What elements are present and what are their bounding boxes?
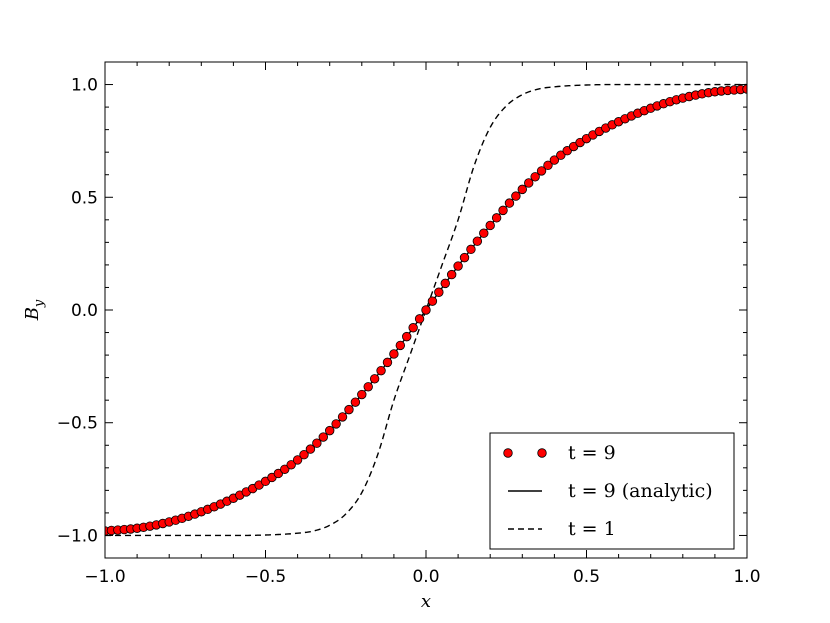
series-t9-marker bbox=[344, 404, 354, 415]
series-t9-marker bbox=[305, 444, 316, 454]
axes: −1.0 −0.5 0.0 0.5 1.0 −1.0 −0.5 0.0 0.5 1.0 bbox=[57, 61, 761, 587]
x-tick-label: −0.5 bbox=[245, 567, 286, 587]
series-t9-marker bbox=[286, 460, 296, 470]
series-t9-marker bbox=[337, 412, 348, 422]
series-t9-marker bbox=[453, 261, 463, 271]
series-t9-marker bbox=[549, 155, 560, 165]
legend-marker-t9 bbox=[503, 448, 513, 458]
series-t9-marker bbox=[421, 305, 431, 315]
series-t9-marker bbox=[498, 205, 508, 216]
series-t9-marker bbox=[466, 244, 476, 255]
series-t9-marker bbox=[446, 269, 457, 280]
series-t9-marker bbox=[530, 172, 540, 182]
series-t9-marker bbox=[536, 166, 547, 176]
series-t9-marker bbox=[434, 287, 444, 297]
legend-label: t = 9 bbox=[568, 442, 616, 464]
legend: t = 9 t = 9 (analytic) t = 1 bbox=[489, 432, 735, 550]
y-tick-label: 1.0 bbox=[71, 76, 98, 96]
x-tick-label: 1.0 bbox=[733, 567, 760, 587]
plot-area bbox=[105, 83, 747, 537]
series-t9-marker bbox=[325, 425, 335, 436]
series-t9-marker bbox=[395, 340, 406, 351]
series-t9-marker bbox=[363, 382, 373, 392]
series-t9-marker bbox=[357, 389, 367, 400]
x-tick-label: 0.5 bbox=[573, 567, 600, 587]
legend-label: t = 1 bbox=[568, 518, 616, 540]
series-t9-marker bbox=[318, 432, 328, 442]
series-t9-marker bbox=[556, 150, 566, 160]
series-t9-marker bbox=[414, 314, 425, 324]
series-t9-marker bbox=[273, 468, 284, 479]
y-tick-label: 0.0 bbox=[71, 301, 98, 321]
y-tick-label: 0.5 bbox=[71, 188, 98, 208]
series-t9-marker bbox=[511, 191, 521, 201]
series-t9-marker bbox=[331, 419, 341, 429]
x-tick-label: −1.0 bbox=[84, 567, 125, 587]
series-t9-marker bbox=[369, 374, 380, 384]
series-t1-dashed-line bbox=[105, 83, 747, 537]
y-tick-label: −0.5 bbox=[57, 414, 98, 434]
legend-marker-t9 bbox=[537, 448, 547, 458]
series-t9-marker bbox=[472, 236, 483, 246]
series-t9-marker bbox=[382, 357, 393, 368]
series-t9-marker bbox=[440, 278, 450, 289]
y-tick-label: −1.0 bbox=[57, 526, 98, 546]
series-t9-marker bbox=[543, 160, 553, 171]
series-t9-marker bbox=[491, 213, 502, 223]
series-t9-marker bbox=[389, 349, 399, 359]
legend-label: t = 9 (analytic) bbox=[568, 480, 713, 502]
series-t9-marker bbox=[742, 84, 747, 94]
x-tick-label: 0.0 bbox=[412, 567, 439, 587]
series-t9-marker bbox=[517, 184, 528, 195]
y-axis-label: By bbox=[22, 299, 47, 321]
series-t9-marker bbox=[376, 365, 386, 376]
series-t9-marker bbox=[350, 397, 361, 407]
series-t9-marker bbox=[504, 198, 515, 208]
series-t9-marker bbox=[479, 228, 489, 238]
series-t9-marker bbox=[427, 296, 438, 306]
series-t9-marker bbox=[299, 449, 309, 460]
series-t9-marker bbox=[562, 146, 572, 156]
x-axis-label: x bbox=[421, 591, 431, 612]
series-t9-marker bbox=[485, 220, 495, 231]
series-t9-marker bbox=[312, 438, 322, 448]
series-t9-marker bbox=[459, 252, 470, 263]
series-t9-marker bbox=[402, 331, 412, 342]
series-t9-marker bbox=[524, 178, 534, 188]
series-t9-marker bbox=[280, 464, 290, 474]
series-t9-marker bbox=[292, 455, 303, 465]
series-t9-marker bbox=[408, 323, 418, 333]
